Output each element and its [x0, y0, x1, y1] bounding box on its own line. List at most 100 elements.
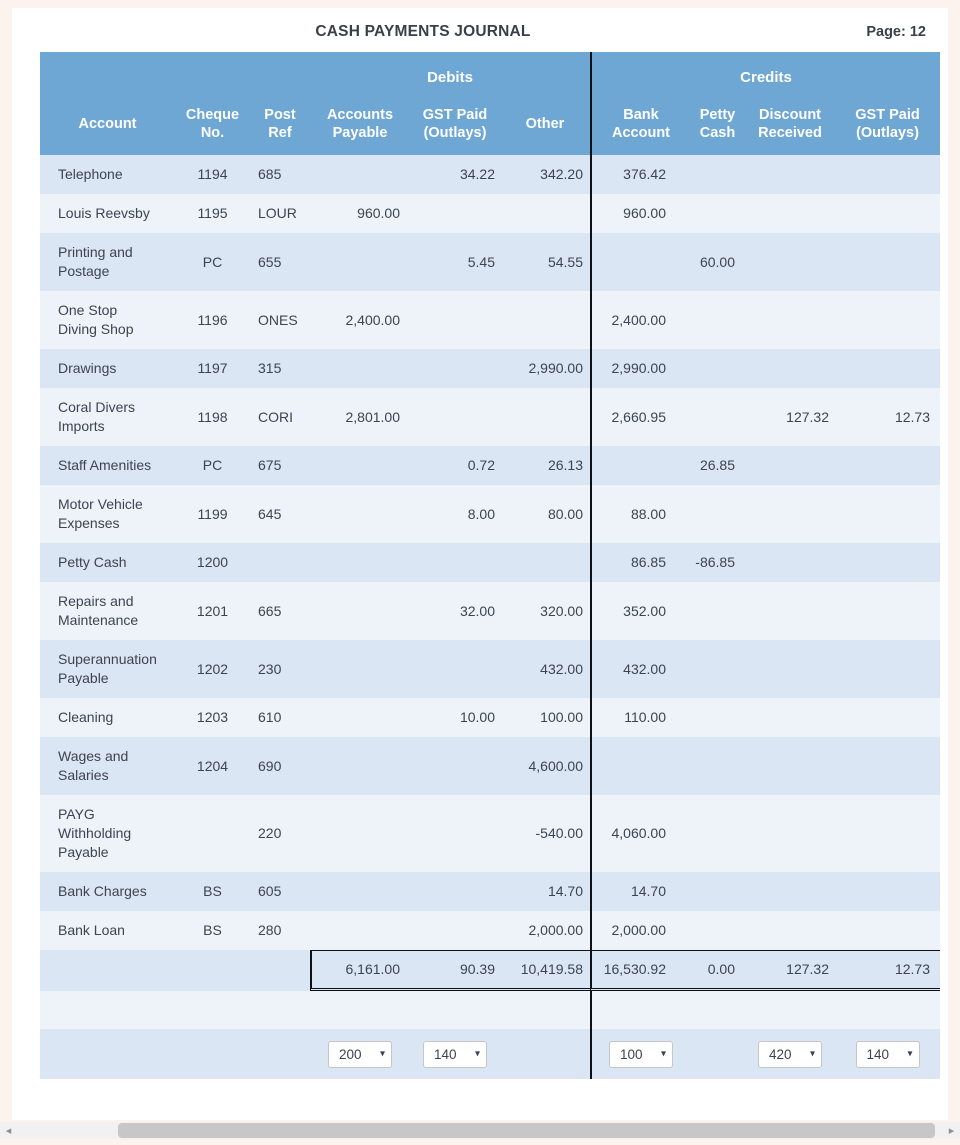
cell-other [500, 194, 590, 233]
scroll-right-arrow[interactable]: ▸ [948, 1125, 955, 1137]
scrollbar-thumb[interactable] [118, 1123, 935, 1138]
cell-discount-received-select: 420 [745, 1029, 835, 1079]
table-row: PAYG Withholding Payable 220 -540.00 4,060.… [40, 795, 940, 872]
cell-post-ref: LOUR [258, 205, 297, 221]
cell-gst-paid-debits [410, 543, 500, 582]
cell-accounts-payable [310, 872, 410, 911]
cell-cheque-no: 1201 [196, 602, 229, 619]
cell-petty-cash [690, 737, 745, 795]
cell-gst-paid-credits [835, 485, 940, 543]
cell-other: 342.20 [540, 166, 583, 182]
cell-blank [500, 1029, 590, 1079]
cell-gst-paid-credits [835, 911, 940, 950]
post-select-discount-received[interactable]: 420 [758, 1040, 822, 1068]
select-wrapper: 140 [423, 1040, 487, 1068]
cell-bank-account: 2,000.00 [590, 911, 690, 950]
post-select-accounts-payable[interactable]: 200 [328, 1040, 392, 1068]
cell-accounts-payable-select: 200 [310, 1029, 410, 1079]
cell-bank-account: 86.85 [590, 543, 690, 582]
page-number: Page: 12 [866, 24, 926, 40]
cell-gst-paid-debits [410, 737, 500, 795]
cell-discount-received [745, 911, 835, 950]
cell-post-ref: ONES [258, 311, 298, 328]
cell-gst-paid-credits [835, 795, 940, 872]
table-row: Louis Reevsby 1195 LOUR 960.00 960.00 [40, 194, 940, 233]
cell-post-ref: 645 [258, 505, 282, 522]
select-wrapper: 200 [328, 1040, 392, 1068]
cell-discount-received [745, 872, 835, 911]
horizontal-scrollbar[interactable]: ◂ ▸ [0, 1122, 960, 1139]
cell-discount-received: 127.32 [786, 408, 829, 425]
column-header-gst-paid-credits: GST Paid (Outlays) [855, 106, 920, 141]
cell-gst-paid-debits: 5.45 [467, 253, 495, 270]
cell-cheque-no: BS [203, 922, 222, 938]
cell-bank-account: 2,990.00 [590, 349, 690, 388]
header-blank [40, 52, 310, 92]
cell-blank [835, 991, 940, 1029]
cell-accounts-payable [310, 233, 410, 291]
cell-other: -540.00 [535, 825, 583, 841]
cell-other [500, 291, 590, 349]
debits-group-header: Debits [427, 68, 473, 86]
cell-blank [745, 991, 835, 1029]
cell-post-ref: 220 [258, 825, 282, 841]
post-select-gst-paid-debits[interactable]: 140 [423, 1040, 487, 1068]
cell-gst-paid-credits: 12.73 [894, 408, 930, 425]
cell-bank-account: 14.70 [590, 872, 690, 911]
table-row: One Stop Diving Shop 1196 ONES 2,400.00 2,40… [40, 291, 940, 349]
cell-discount-received [745, 485, 835, 543]
cell-blank [690, 991, 745, 1029]
total-discount-received: 127.32 [745, 950, 835, 991]
scroll-left-arrow[interactable]: ◂ [5, 1125, 12, 1137]
cell-account: Wages and Salaries [58, 748, 129, 783]
cell-bank-account: 88.00 [590, 485, 690, 543]
cell-cheque-no: 1198 [197, 408, 228, 425]
table-row: Petty Cash 1200 86.85 -86.85 [40, 543, 940, 582]
cell-petty-cash [690, 872, 745, 911]
cell-gst-paid-credits-select: 140 [835, 1029, 940, 1079]
cell-account: Superannuation Payable [58, 651, 157, 686]
cell-discount-received [745, 795, 835, 872]
cell-accounts-payable [310, 349, 410, 388]
cell-other [500, 543, 590, 582]
cell-accounts-payable [310, 911, 410, 950]
cell-gst-paid-debits: 8.00 [467, 505, 495, 522]
header-columns-row: Account Cheque No. Post Ref Accounts Pay… [40, 92, 940, 155]
cell-gst-paid-credits [835, 349, 940, 388]
cell-discount-received [745, 640, 835, 698]
cell-account: Motor Vehicle Expenses [58, 496, 143, 531]
cell-bank-account: 4,060.00 [590, 795, 690, 872]
cell-gst-paid-credits [835, 155, 940, 194]
cell-petty-cash [690, 911, 745, 950]
cell-gst-paid-credits [835, 194, 940, 233]
post-select-gst-paid-credits[interactable]: 140 [855, 1040, 920, 1068]
cell-cheque-no: 1194 [197, 166, 228, 182]
cell-petty-cash [690, 291, 745, 349]
cell-post-ref: 675 [258, 457, 282, 473]
cell-other: 2,000.00 [528, 922, 584, 938]
cell-cheque-no: 1203 [196, 709, 229, 725]
cell-gst-paid-credits [835, 640, 940, 698]
cell-post-ref: 230 [258, 660, 282, 677]
cell-blank [250, 1029, 310, 1079]
cell-discount-received [745, 349, 835, 388]
cell-account: Staff Amenities [58, 457, 152, 473]
post-select-bank-account[interactable]: 100 [609, 1040, 673, 1068]
table-row: Wages and Salaries 1204 690 4,600.00 [40, 737, 940, 795]
cell-account: Repairs and Maintenance [58, 593, 139, 628]
cell-post-ref: 685 [258, 166, 282, 182]
cell-cheque-no [175, 795, 250, 872]
cell-accounts-payable: 2,801.00 [345, 408, 401, 425]
cell-other: 2,990.00 [528, 360, 584, 376]
cell-cheque-no: 1195 [197, 205, 228, 221]
table-row: Superannuation Payable 1202 230 432.00 432.0… [40, 640, 940, 698]
cell-gst-paid-debits: 10.00 [459, 709, 495, 725]
cell-other: 320.00 [540, 602, 583, 619]
cell-account: Petty Cash [58, 554, 127, 570]
cell-petty-cash [690, 582, 745, 640]
cell-bank-account [590, 446, 690, 485]
header-group-row: Debits Credits [40, 52, 940, 92]
cell-bank-account: 960.00 [590, 194, 690, 233]
cell-cheque-no: 1199 [197, 505, 228, 522]
cell-cheque-no: PC [202, 253, 223, 270]
